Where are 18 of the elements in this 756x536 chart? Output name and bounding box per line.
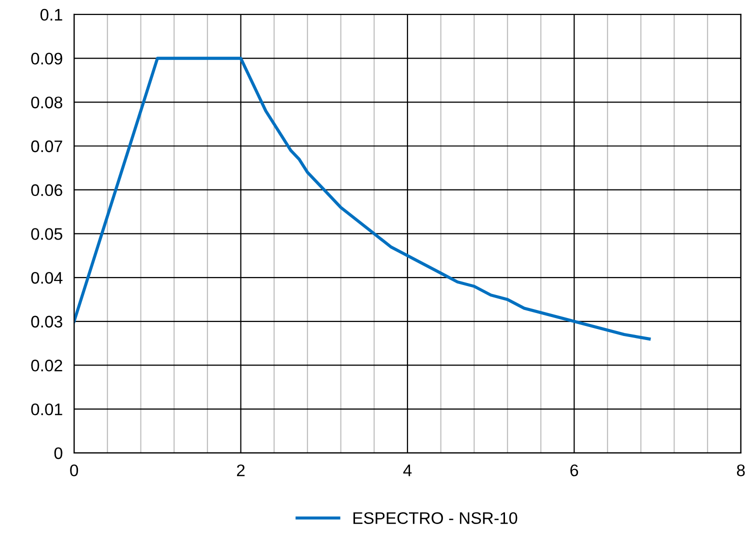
x-tick-label: 6 — [570, 464, 578, 476]
y-tick-label: 0.08 — [31, 96, 62, 108]
y-tick-label: 0.1 — [40, 8, 62, 21]
legend-label: ESPECTRO - NSR-10 — [353, 512, 518, 524]
x-tick-label: 2 — [236, 464, 245, 476]
line-series — [74, 56, 651, 340]
y-tick-label: 0.09 — [31, 52, 62, 65]
y-tick-label: 0.02 — [31, 360, 62, 372]
y-tick-label: 0.06 — [31, 184, 62, 196]
y-tick-label: 0.07 — [31, 140, 62, 152]
x-tick-label: 0 — [70, 464, 78, 476]
x-tick-label: 4 — [403, 464, 412, 476]
y-tick-label: 0.05 — [31, 228, 62, 240]
y-tick-label: 0 — [54, 447, 62, 460]
x-tick-label: 8 — [736, 464, 745, 476]
y-tick-label: 0.01 — [31, 403, 62, 416]
y-tick-label: 0.04 — [31, 272, 62, 284]
y-tick-label: 0.03 — [31, 316, 62, 328]
